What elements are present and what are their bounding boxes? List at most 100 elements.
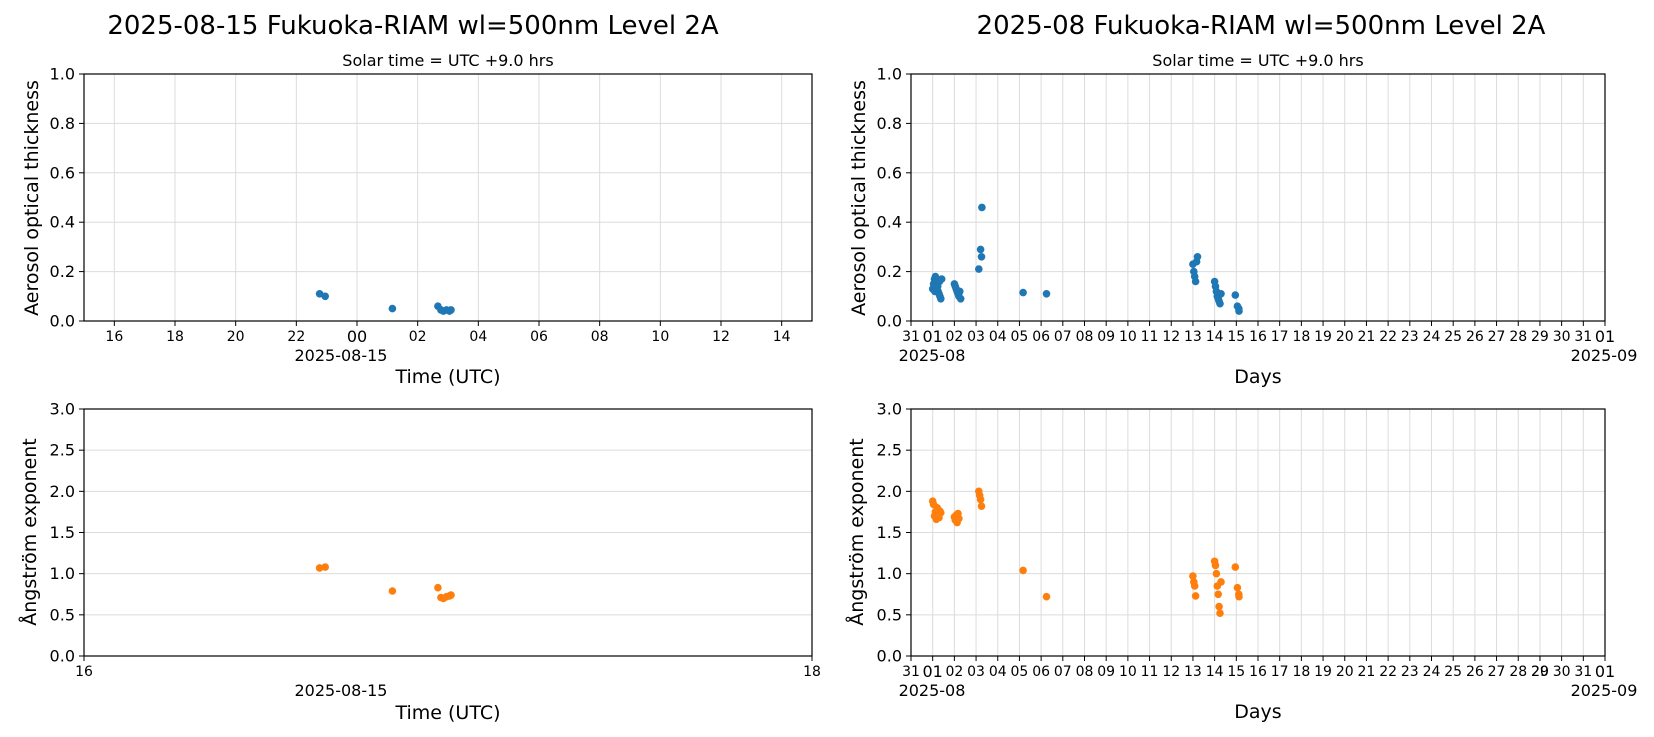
data-point xyxy=(1231,563,1240,571)
data-point xyxy=(1216,299,1224,308)
data-point xyxy=(321,292,330,301)
x-tick-label: 21 xyxy=(1358,664,1376,680)
data-point xyxy=(1231,291,1240,299)
data-point xyxy=(1189,572,1197,580)
monthly-angstrom-date-right: 2025-09 xyxy=(1571,681,1638,700)
x-tick-label: 31 xyxy=(902,664,920,680)
daily-aot-grid xyxy=(84,73,812,322)
x-tick-label: 29 xyxy=(1531,664,1549,680)
monthly-aot-points xyxy=(928,203,1243,315)
daily-angstrom-date-label: 2025-08-15 xyxy=(295,681,388,700)
y-tick-label: 0.2 xyxy=(50,262,75,281)
data-point xyxy=(1212,569,1221,578)
x-tick-label: 31 xyxy=(1574,329,1592,345)
y-tick-label: 3.0 xyxy=(50,400,75,419)
data-point xyxy=(1019,288,1027,297)
x-tick-label: 09 xyxy=(1097,329,1115,345)
x-tick-label: 05 xyxy=(1011,664,1029,680)
data-point xyxy=(1191,277,1200,286)
data-point xyxy=(1235,307,1243,315)
x-tick-label: 07 xyxy=(1054,664,1072,680)
x-tick-label: 19 xyxy=(1314,329,1332,345)
x-tick-label: 22 xyxy=(1379,329,1397,345)
x-tick-label: 31 xyxy=(902,329,920,345)
daily-angstrom-xlabel: Time (UTC) xyxy=(394,702,500,724)
y-tick-label: 1.5 xyxy=(877,523,902,542)
daily-aot-frame xyxy=(83,73,813,322)
x-tick-label: 20 xyxy=(1531,664,1549,680)
data-point xyxy=(955,514,963,523)
x-tick-label: 06 xyxy=(1032,664,1050,680)
x-tick-label: 24 xyxy=(1423,664,1441,680)
y-tick-label: 0.0 xyxy=(877,647,902,666)
x-tick-label: 06 xyxy=(530,329,548,345)
data-point xyxy=(388,304,397,313)
x-tick-label: 02 xyxy=(945,664,963,680)
data-point xyxy=(1217,290,1225,298)
data-point xyxy=(976,495,985,504)
data-point xyxy=(937,275,946,283)
data-point xyxy=(1042,592,1051,601)
data-point xyxy=(978,203,986,212)
x-tick-label: 28 xyxy=(1509,329,1527,345)
x-tick-label: 20 xyxy=(1336,329,1354,345)
x-tick-label: 15 xyxy=(1227,664,1245,680)
x-tick-label: 04 xyxy=(989,664,1007,680)
data-point xyxy=(976,245,985,254)
monthly-angstrom-panel: 31 01 02 03 04 05 06 07 08 09 10 11 12 13 14 15 16 17 18 19… xyxy=(845,400,1637,724)
x-tick-label: 08 xyxy=(1076,329,1094,345)
monthly-angstrom-ylabel: Ångström exponent xyxy=(845,438,868,626)
data-point xyxy=(1214,590,1222,599)
monthly-angstrom-grid xyxy=(910,408,1606,657)
data-point xyxy=(1216,609,1224,617)
y-tick-label: 2.5 xyxy=(50,441,75,460)
data-point xyxy=(315,564,324,572)
x-tick-label: 03 xyxy=(967,664,985,680)
monthly-angstrom-xlabel: Days xyxy=(1234,701,1281,723)
x-tick-label: 16 xyxy=(105,329,123,345)
daily-angstrom-points xyxy=(315,563,455,603)
monthly-aot-subtitle: Solar time = UTC +9.0 hrs xyxy=(1152,51,1363,70)
x-tick-label: 21 xyxy=(1358,329,1376,345)
x-tick-label: 23 xyxy=(1401,329,1419,345)
y-tick-label: 0.5 xyxy=(50,605,75,624)
monthly-angstrom-ticks: 31 01 02 03 04 05 06 07 08 09 10 11 12 13 14 15 16 17 18 19… xyxy=(877,400,1616,682)
data-point xyxy=(1211,561,1220,570)
monthly-angstrom-points xyxy=(928,487,1243,617)
daily-aot-panel: 2025-08-15 Fukuoka-RIAM wl=500nm Level 2… xyxy=(21,11,813,388)
x-tick-label: 08 xyxy=(591,329,609,345)
x-tick-label: 01 xyxy=(923,662,943,681)
x-tick-label: 25 xyxy=(1444,664,1462,680)
x-tick-label: 10 xyxy=(651,329,669,345)
x-tick-label: 28 xyxy=(1509,664,1527,680)
y-tick-label: 2.5 xyxy=(877,441,902,460)
y-tick-label: 2.0 xyxy=(50,482,75,501)
y-tick-label: 2.0 xyxy=(877,482,902,501)
x-tick-label: 22 xyxy=(287,329,305,345)
x-tick-label: 07 xyxy=(1054,329,1072,345)
data-point xyxy=(1019,566,1027,575)
data-point xyxy=(321,563,330,571)
daily-aot-ticks: 16 18 20 22 00 02 04 06 08 10 12 14 0.0 0.2 0.4 0.6 0.8 1… xyxy=(50,65,791,347)
x-tick-label: 23 xyxy=(1401,664,1419,680)
x-tick-label: 17 xyxy=(1271,664,1289,680)
data-point xyxy=(447,591,455,599)
daily-aot-date-label: 2025-08-15 xyxy=(295,346,388,365)
x-tick-label: 10 xyxy=(1119,664,1137,680)
x-tick-label: 20 xyxy=(1336,664,1354,680)
x-tick-label: 16 xyxy=(1249,664,1267,680)
daily-aot-subtitle: Solar time = UTC +9.0 hrs xyxy=(342,51,553,70)
y-tick-label: 0.8 xyxy=(877,114,902,133)
y-tick-label: 1.0 xyxy=(877,65,902,84)
x-tick-label: 01 xyxy=(1595,327,1615,346)
x-tick-label: 24 xyxy=(1423,329,1441,345)
x-tick-label: 03 xyxy=(967,329,985,345)
daily-angstrom-ticks: 1618202200020406081012140.00.51.01.52.02… xyxy=(50,400,1549,681)
x-tick-label: 27 xyxy=(1488,329,1506,345)
x-tick-label: 18 xyxy=(166,329,184,345)
y-tick-label: 0.6 xyxy=(877,163,902,182)
data-point xyxy=(1233,583,1242,592)
data-point xyxy=(975,265,983,273)
x-tick-label: 00 xyxy=(347,327,367,346)
x-tick-label: 01 xyxy=(1595,662,1615,681)
